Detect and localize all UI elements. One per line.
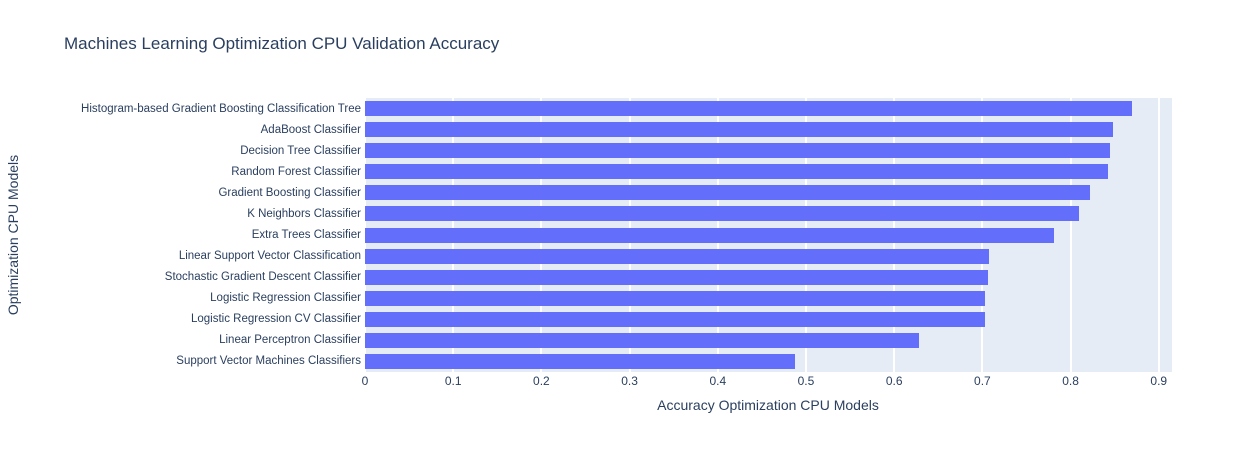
- x-tick-label: 0: [361, 374, 369, 388]
- plot-area: [364, 98, 1172, 372]
- bar[interactable]: [365, 185, 1090, 201]
- bar[interactable]: [365, 143, 1111, 159]
- y-tick-label: Stochastic Gradient Descent Classifier: [164, 271, 361, 284]
- x-tick-label: 0.3: [621, 374, 638, 388]
- gridline-x-0.8: [1069, 98, 1072, 372]
- x-tick-label: 0.4: [709, 374, 727, 388]
- y-tick-label: Decision Tree Classifier: [240, 144, 361, 157]
- bar[interactable]: [365, 290, 986, 306]
- bar[interactable]: [365, 122, 1113, 138]
- y-tick-label: Extra Trees Classifier: [251, 229, 361, 241]
- y-axis-title: Optimization CPU Models: [5, 154, 21, 316]
- x-tick-label: 0.1: [444, 374, 462, 388]
- bar[interactable]: [365, 353, 795, 369]
- bar[interactable]: [365, 311, 986, 327]
- bar[interactable]: [365, 164, 1109, 180]
- y-tick-label: Support Vector Machines Classifiers: [176, 355, 361, 368]
- y-tick-label: AdaBoost Classifier: [260, 123, 361, 136]
- x-axis-title: Accuracy Optimization CPU Models: [657, 397, 879, 413]
- y-tick-label: Gradient Boosting Classifier: [218, 186, 361, 199]
- y-tick-label: Linear Perceptron Classifier: [219, 334, 361, 347]
- y-tick-label: Logistic Regression CV Classifier: [190, 313, 361, 326]
- x-tick-label: 0.9: [1150, 374, 1168, 388]
- y-tick-label: Linear Support Vector Classification: [178, 250, 361, 263]
- x-tick-label: 0.7: [974, 374, 991, 388]
- bar[interactable]: [365, 206, 1080, 222]
- gridline-x-0.9: [1157, 98, 1160, 372]
- bar[interactable]: [365, 332, 919, 348]
- chart-title: Machines Learning Optimization CPU Valid…: [64, 34, 500, 53]
- bar[interactable]: [365, 248, 990, 264]
- bar[interactable]: [365, 101, 1133, 117]
- y-tick-label: K Neighbors Classifier: [247, 207, 361, 220]
- y-tick-label: Random Forest Classifier: [231, 165, 361, 178]
- x-tick-label: 0.2: [533, 374, 550, 388]
- bar[interactable]: [365, 269, 988, 285]
- y-tick-label: Histogram-based Gradient Boosting Classi…: [81, 102, 361, 115]
- bar[interactable]: [365, 227, 1054, 243]
- x-tick-label: 0.5: [797, 374, 815, 388]
- y-tick-label: Logistic Regression Classifier: [210, 292, 361, 305]
- x-tick-label: 0.8: [1062, 374, 1079, 388]
- x-tick-label: 0.6: [885, 374, 903, 388]
